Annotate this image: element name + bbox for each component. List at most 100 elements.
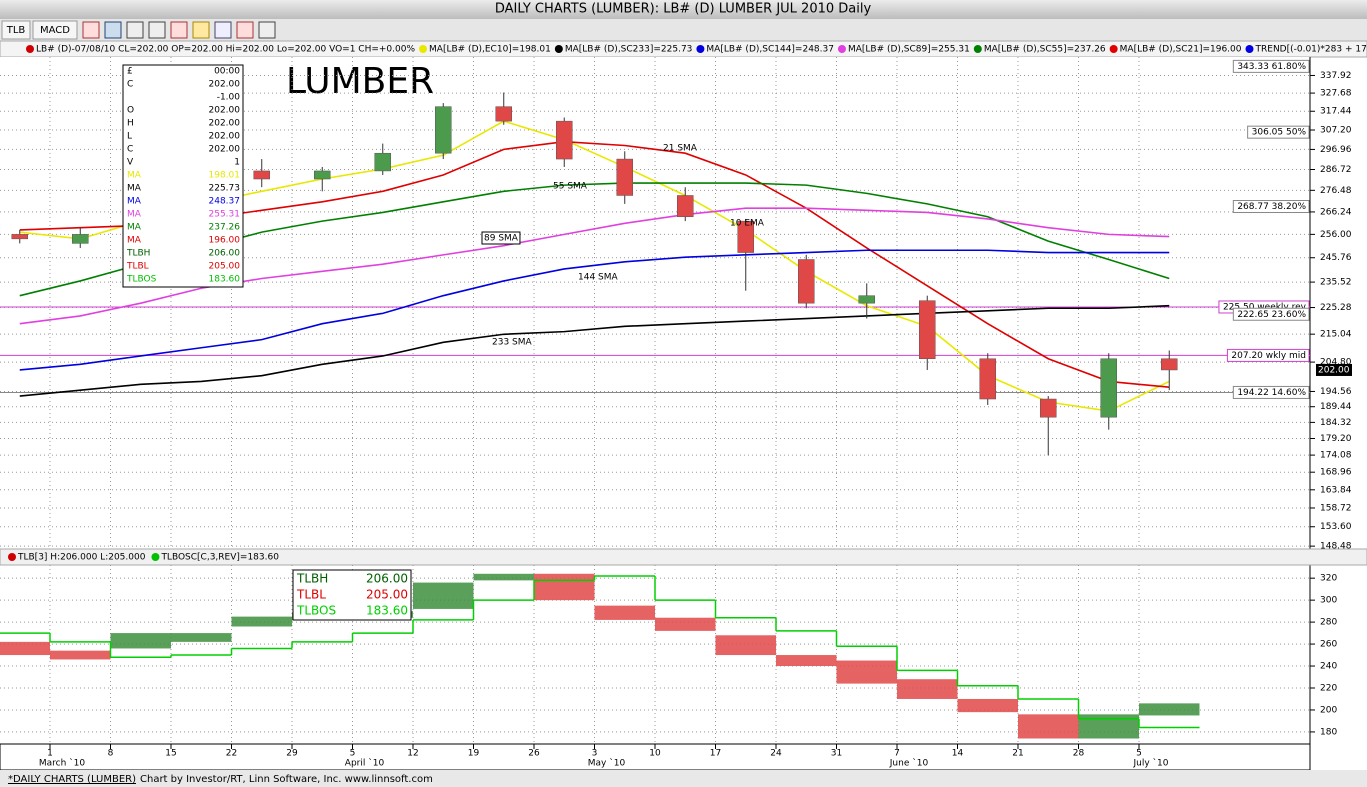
ma-label: 21 SMA	[663, 144, 698, 154]
x-tick-label: 24	[770, 749, 782, 759]
toolbar-button[interactable]	[1, 20, 31, 40]
y-tick-label: 327.68	[1320, 89, 1352, 99]
y-tick-label: 204.80	[1320, 358, 1352, 368]
y-tick-label: 200	[1320, 705, 1337, 715]
x-tick-label: 7	[894, 749, 900, 759]
legend-dot	[837, 45, 846, 53]
title-bar	[0, 0, 1367, 19]
icon[interactable]	[192, 21, 210, 39]
ma-label-box	[481, 231, 521, 245]
x-tick-label: 26	[528, 749, 540, 759]
candle-body	[919, 300, 936, 359]
ma-label: 144 SMA	[578, 273, 619, 283]
icon[interactable]	[82, 21, 100, 39]
tlb-brick	[715, 635, 776, 656]
y-tick-label: 158.72	[1320, 503, 1352, 513]
candle-body	[677, 195, 694, 218]
legend-dot	[151, 553, 160, 561]
y-tick-label: 240	[1320, 662, 1337, 672]
legend-dot	[26, 45, 34, 53]
legend-label: TLBOS	[296, 604, 336, 618]
y-tick-label: 286.72	[1320, 165, 1352, 175]
ma-line	[19, 304, 1170, 397]
candle-body	[314, 170, 331, 180]
legend-value: 205.00	[366, 588, 408, 602]
indicator-header: TLB[3] H:206.000 L:205.000	[17, 553, 146, 563]
tlb-brick	[594, 605, 655, 620]
level-label-box	[1232, 59, 1310, 73]
ma-label: 10 EMA	[730, 219, 765, 229]
level-label: 225.50 weekly rev	[1223, 302, 1307, 312]
data-window-value: 255.31	[209, 210, 241, 220]
candle-body	[374, 152, 391, 172]
tlb-legend	[292, 569, 412, 621]
candle-body	[1161, 358, 1178, 371]
tlb-brick	[1078, 714, 1139, 739]
data-window-label: L	[127, 132, 132, 142]
toolbar	[0, 19, 1367, 41]
icon[interactable]	[148, 21, 166, 39]
icon[interactable]	[104, 21, 122, 39]
toolbar-button-label[interactable]: MACD	[40, 25, 70, 36]
legend-text: MA[LB# (D),SC21]=196.00	[1120, 45, 1242, 55]
icon[interactable]	[236, 21, 254, 39]
y-tick-label: 266.24	[1320, 207, 1352, 217]
tlb-brick	[110, 633, 171, 649]
legend-dot	[696, 45, 705, 53]
tlb-brick	[534, 573, 595, 601]
data-window-value: 1	[234, 158, 240, 168]
toolbar-button[interactable]	[32, 20, 78, 40]
data-window-label: TLBOS	[126, 275, 157, 285]
tlb-brick	[413, 582, 474, 609]
tlb-brick	[897, 679, 958, 699]
y-tick-label: 153.60	[1320, 522, 1352, 532]
ma-line	[19, 249, 1170, 371]
icon[interactable]	[258, 21, 276, 39]
data-window-value: 202.00	[209, 145, 241, 155]
level-label-box	[1232, 200, 1310, 214]
y-tick-label: 215.04	[1320, 330, 1352, 340]
data-window-label: C	[127, 80, 133, 90]
y-tick-label: 184.32	[1320, 418, 1352, 428]
chart-title: LUMBER	[286, 61, 434, 102]
y-tick-label: 317.44	[1320, 107, 1352, 117]
month-label: June `10	[889, 758, 929, 769]
icon[interactable]	[126, 21, 144, 39]
footer-bar	[0, 770, 1367, 787]
x-tick-label: 3	[592, 749, 598, 759]
legend-dot	[973, 45, 982, 53]
y-tick-label: 168.96	[1320, 468, 1352, 478]
data-window-label: V	[127, 158, 134, 168]
legend-dot	[8, 553, 16, 561]
window-title: DAILY CHARTS (LUMBER): LB# (D) LUMBER JU…	[495, 2, 872, 17]
data-window-label: MA	[127, 210, 142, 220]
data-window-label: H	[127, 119, 134, 129]
data-window-value: 202.00	[209, 132, 241, 142]
legend-dot	[1109, 45, 1118, 53]
data-window-value: 00:00	[214, 67, 240, 77]
legend-label: TLBH	[296, 572, 328, 586]
toolbar-button-label[interactable]: TLB	[6, 25, 26, 36]
x-tick-label: 8	[108, 749, 114, 759]
data-window-value: 202.00	[209, 119, 241, 129]
x-tick-label: 31	[831, 749, 842, 759]
x-tick-label: 12	[407, 749, 418, 759]
legend-value: 206.00	[366, 572, 408, 586]
footer-link[interactable]: *DAILY CHARTS (LUMBER)	[8, 774, 136, 785]
ma-label: 55 SMA	[553, 182, 588, 192]
ma-label: 89 SMA	[484, 234, 519, 244]
month-label: May `10	[588, 758, 626, 769]
icon[interactable]	[214, 21, 232, 39]
y-tick-label: 300	[1320, 596, 1337, 606]
y-tick-label: 320	[1320, 574, 1337, 584]
ma-label: 233 SMA	[492, 338, 533, 348]
data-window-label: £	[127, 67, 133, 77]
icon[interactable]	[170, 21, 188, 39]
candle-body	[556, 120, 573, 160]
level-label: 207.20 wkly mid	[1231, 351, 1306, 361]
legend-text: MA[LB# (D),SC233]=225.73	[565, 45, 693, 55]
legend-dot	[554, 45, 563, 53]
tlb-brick	[776, 655, 837, 667]
level-label: 343.33 61.80%	[1237, 62, 1306, 72]
